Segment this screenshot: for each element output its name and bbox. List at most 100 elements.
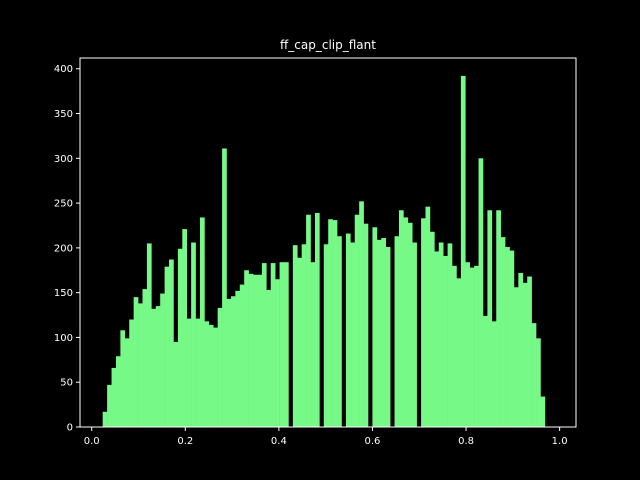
histogram-bar [478, 158, 484, 427]
histogram-bar [536, 338, 541, 427]
histogram-bar [425, 206, 431, 427]
histogram-bar [359, 201, 364, 427]
histogram-bar [314, 212, 320, 427]
histogram-bar [465, 262, 471, 427]
histogram-bar [107, 384, 112, 427]
y-tick-label: 250 [54, 199, 73, 210]
histogram-bar [496, 210, 501, 427]
x-tick-label: 0.0 [84, 436, 100, 447]
y-tick-label: 350 [54, 109, 73, 120]
histogram-bar [230, 296, 236, 427]
histogram-bar [297, 257, 302, 427]
histogram-bar [191, 242, 196, 427]
histogram-bar [505, 246, 510, 427]
histogram-bar [513, 287, 519, 427]
histogram-bar [381, 238, 386, 427]
histogram-bar [138, 303, 143, 427]
histogram-bar [173, 341, 179, 427]
histogram-bar [452, 265, 457, 427]
histogram-bar [328, 219, 333, 427]
histogram-bar [244, 270, 249, 427]
x-tick-label: 1.0 [552, 436, 568, 447]
x-tick-label: 0.6 [364, 436, 380, 447]
histogram-bar [129, 319, 134, 427]
histogram-bar [407, 222, 413, 427]
y-tick-label: 100 [54, 333, 73, 344]
histogram-bar [487, 210, 493, 427]
histogram-bar [491, 321, 497, 427]
histogram-bar [120, 330, 126, 427]
histogram-bar [438, 242, 444, 427]
histogram-bar [412, 242, 417, 427]
histogram-bar [434, 251, 440, 427]
histogram-bar [385, 246, 391, 427]
histogram-bar [531, 323, 537, 427]
histogram-bar [199, 217, 205, 427]
y-tick-label: 300 [54, 154, 73, 165]
histogram-bar [337, 236, 342, 427]
histogram-bar [248, 273, 254, 427]
histogram-bar [160, 293, 165, 427]
histogram-bar [208, 324, 214, 427]
histogram-bar [261, 263, 267, 427]
histogram-bar [372, 227, 378, 427]
histogram-bar [474, 265, 479, 427]
histogram-bar [257, 274, 263, 427]
chart-title: ff_cap_clip_flant [280, 38, 376, 52]
histogram-bar [239, 284, 245, 427]
histogram-bar [376, 239, 382, 427]
histogram-bar [279, 262, 285, 427]
histogram-bar [213, 327, 218, 427]
histogram-bar [217, 307, 223, 427]
histogram-bar [204, 321, 210, 427]
histogram-bar [421, 218, 426, 427]
x-tick-label: 0.8 [458, 436, 474, 447]
histogram-bar [186, 318, 192, 427]
histogram-bar [253, 274, 258, 427]
histogram-bar [354, 214, 360, 427]
histogram-bar [111, 367, 117, 427]
histogram-bar [283, 262, 289, 427]
histogram-bar [394, 236, 400, 427]
histogram-bar [222, 148, 227, 427]
histogram-bar [500, 237, 506, 427]
histogram-bar [518, 272, 524, 427]
histogram-bar [235, 290, 241, 427]
histogram-bar [456, 278, 462, 427]
y-tick-label: 50 [60, 378, 73, 389]
y-tick-label: 0 [67, 423, 73, 434]
plot-frame [79, 57, 577, 428]
histogram-bar [527, 276, 532, 427]
histogram-bar [332, 220, 338, 427]
histogram-bar [398, 210, 404, 427]
histogram-bar [164, 266, 170, 427]
histogram-bar [310, 262, 316, 427]
histogram-bar [306, 214, 311, 427]
histogram-bar [469, 267, 475, 427]
y-tick-label: 400 [54, 64, 73, 75]
histogram-bar [522, 282, 528, 427]
histogram-bar [115, 356, 121, 427]
histogram-bar [124, 338, 130, 427]
histogram-bar [443, 255, 448, 427]
y-tick-label: 150 [54, 288, 73, 299]
histogram-bar [323, 244, 329, 427]
x-tick-label: 0.2 [177, 436, 193, 447]
histogram-bar [133, 297, 139, 427]
histogram-bar [482, 315, 488, 427]
histogram-bar [345, 233, 351, 427]
histogram-bar [169, 259, 174, 427]
histogram-bar [301, 244, 307, 427]
y-tick-label: 200 [54, 243, 73, 254]
histogram-bar [350, 242, 356, 427]
histogram-bar [155, 306, 161, 427]
histogram-bar [540, 396, 546, 427]
histogram-bar [195, 318, 201, 427]
histogram-bar [102, 411, 108, 427]
axes-group: 0.0 0.2 0.4 0.6 0.8 1.0 0 50 100 150 200 250 300 350 4… [54, 57, 577, 447]
histogram-bar [275, 279, 280, 427]
x-tick-label: 0.4 [271, 436, 287, 447]
histogram-bar [177, 248, 183, 427]
histogram-bar [509, 250, 515, 427]
